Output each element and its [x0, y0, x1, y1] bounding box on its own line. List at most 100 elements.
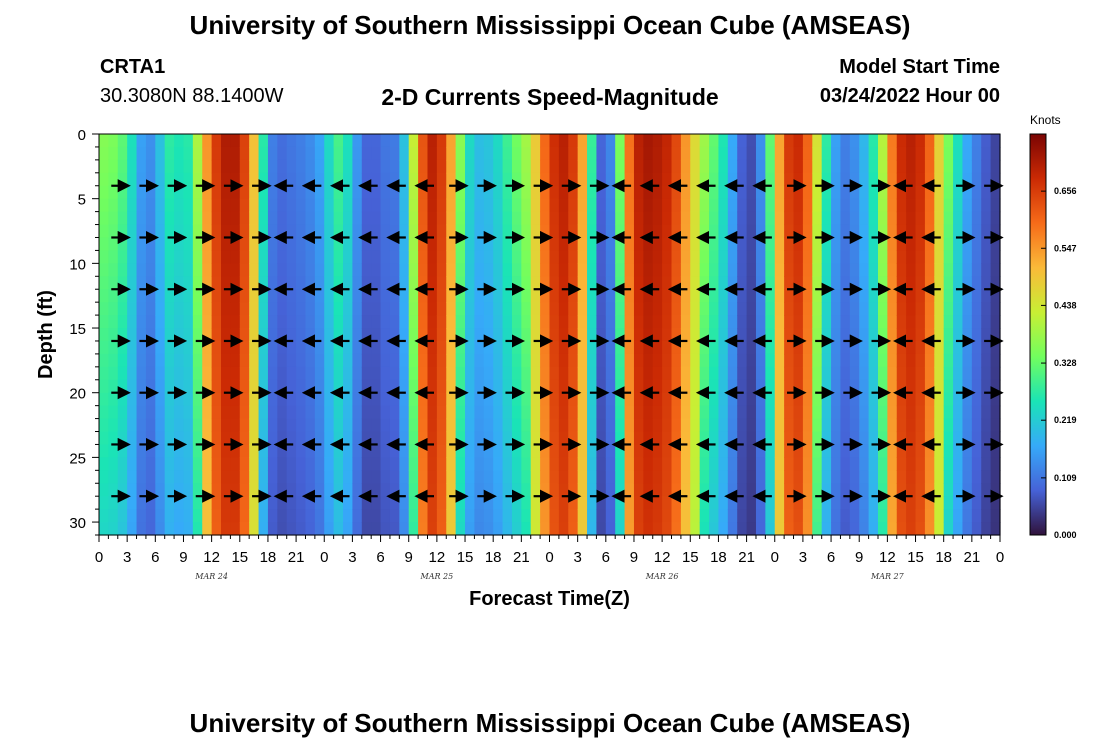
heatmap-cell [596, 159, 607, 174]
heatmap-cell [286, 276, 297, 290]
heatmap-cell [465, 405, 476, 420]
heatmap-cell [230, 198, 241, 213]
heatmap-cell [230, 302, 241, 316]
heatmap-cell [802, 146, 813, 161]
heatmap-cell [277, 431, 288, 446]
heatmap-cell [906, 134, 917, 148]
heatmap-cell [446, 315, 457, 329]
heatmap-cell [202, 353, 213, 368]
heatmap-cell [680, 263, 691, 277]
heatmap-cell [690, 211, 701, 226]
heatmap-cell [868, 328, 879, 342]
heatmap-cell [192, 211, 203, 226]
heatmap-cell [680, 224, 691, 239]
heatmap-cell [333, 340, 344, 355]
heatmap-cell [399, 289, 410, 303]
heatmap-cell [690, 366, 701, 381]
heatmap-cell [549, 470, 560, 484]
heatmap-cell [887, 315, 898, 329]
x-tick-label: 6 [151, 549, 159, 566]
heatmap-cell [136, 379, 147, 394]
heatmap-cell [127, 509, 138, 523]
heatmap-cell [389, 353, 400, 368]
heatmap-cell [624, 328, 635, 342]
heatmap-cell [183, 263, 194, 277]
heatmap-cell [267, 185, 278, 200]
heatmap-cell [493, 457, 504, 471]
heatmap-cell [324, 250, 335, 264]
heatmap-cell [296, 237, 307, 252]
heatmap-cell [802, 379, 813, 394]
heatmap-cell [483, 431, 494, 446]
heatmap-cell [652, 405, 663, 420]
heatmap-cell [971, 315, 982, 329]
heatmap-cell [690, 483, 701, 497]
heatmap-cell [286, 366, 297, 381]
heatmap-cell [652, 134, 663, 148]
heatmap-cell [577, 353, 588, 368]
heatmap-cell [868, 315, 879, 329]
heatmap-cell [558, 276, 569, 290]
heatmap-cell [371, 276, 382, 290]
heatmap-cell [859, 379, 870, 394]
heatmap-cell [812, 172, 823, 187]
heatmap-cell [511, 379, 522, 394]
heatmap-cell [436, 340, 447, 355]
heatmap-cell [305, 315, 316, 329]
heatmap-cell [343, 328, 354, 342]
heatmap-cell [915, 353, 926, 368]
heatmap-cell [352, 470, 363, 484]
heatmap-cell [136, 211, 147, 226]
heatmap-cell [436, 496, 447, 510]
heatmap-cell [399, 496, 410, 510]
heatmap-cell [643, 159, 654, 174]
heatmap-cell [530, 340, 541, 355]
heatmap-cell [352, 185, 363, 200]
heatmap-cell [267, 340, 278, 355]
heatmap-cell [821, 483, 832, 497]
heatmap-cell [868, 340, 879, 355]
heatmap-cell [502, 276, 513, 290]
heatmap-cell [549, 302, 560, 316]
heatmap-cell [211, 496, 222, 510]
heatmap-cell [831, 444, 842, 458]
heatmap-cell [221, 134, 231, 148]
heatmap-cell [690, 302, 701, 316]
heatmap-cell [418, 366, 429, 381]
heatmap-cell [202, 289, 213, 303]
heatmap-cell [840, 134, 851, 148]
heatmap-cell [408, 224, 419, 239]
heatmap-cell [511, 250, 522, 264]
heatmap-cell [887, 224, 898, 239]
heatmap-cell [633, 198, 644, 213]
heatmap-cell [737, 509, 748, 523]
heatmap-cell [117, 146, 128, 161]
heatmap-cell [718, 353, 729, 368]
heatmap-cell [136, 353, 147, 368]
heatmap-cell [605, 328, 616, 342]
heatmap-cell [117, 302, 128, 316]
heatmap-cell [540, 405, 551, 420]
heatmap-cell [239, 509, 250, 523]
heatmap-cell [183, 146, 194, 161]
heatmap-cell [183, 159, 194, 174]
heatmap-cell [849, 444, 860, 458]
heatmap-cell [371, 237, 382, 252]
heatmap-cell [896, 315, 907, 329]
heatmap-cell [605, 418, 616, 433]
heatmap-cell [314, 146, 325, 161]
heatmap-cell [615, 224, 626, 239]
heatmap-cell [887, 509, 898, 523]
heatmap-cell [718, 392, 729, 407]
heatmap-cell [633, 353, 644, 368]
heatmap-cell [962, 470, 973, 484]
heatmap-cell [802, 405, 813, 420]
heatmap-cell [455, 289, 466, 303]
heatmap-cell [821, 302, 832, 316]
heatmap-cell [352, 172, 363, 187]
heatmap-cell [633, 302, 644, 316]
heatmap-cell [277, 159, 288, 174]
heatmap-cell [596, 457, 607, 471]
heatmap-cell [399, 198, 410, 213]
heatmap-cell [699, 392, 710, 407]
